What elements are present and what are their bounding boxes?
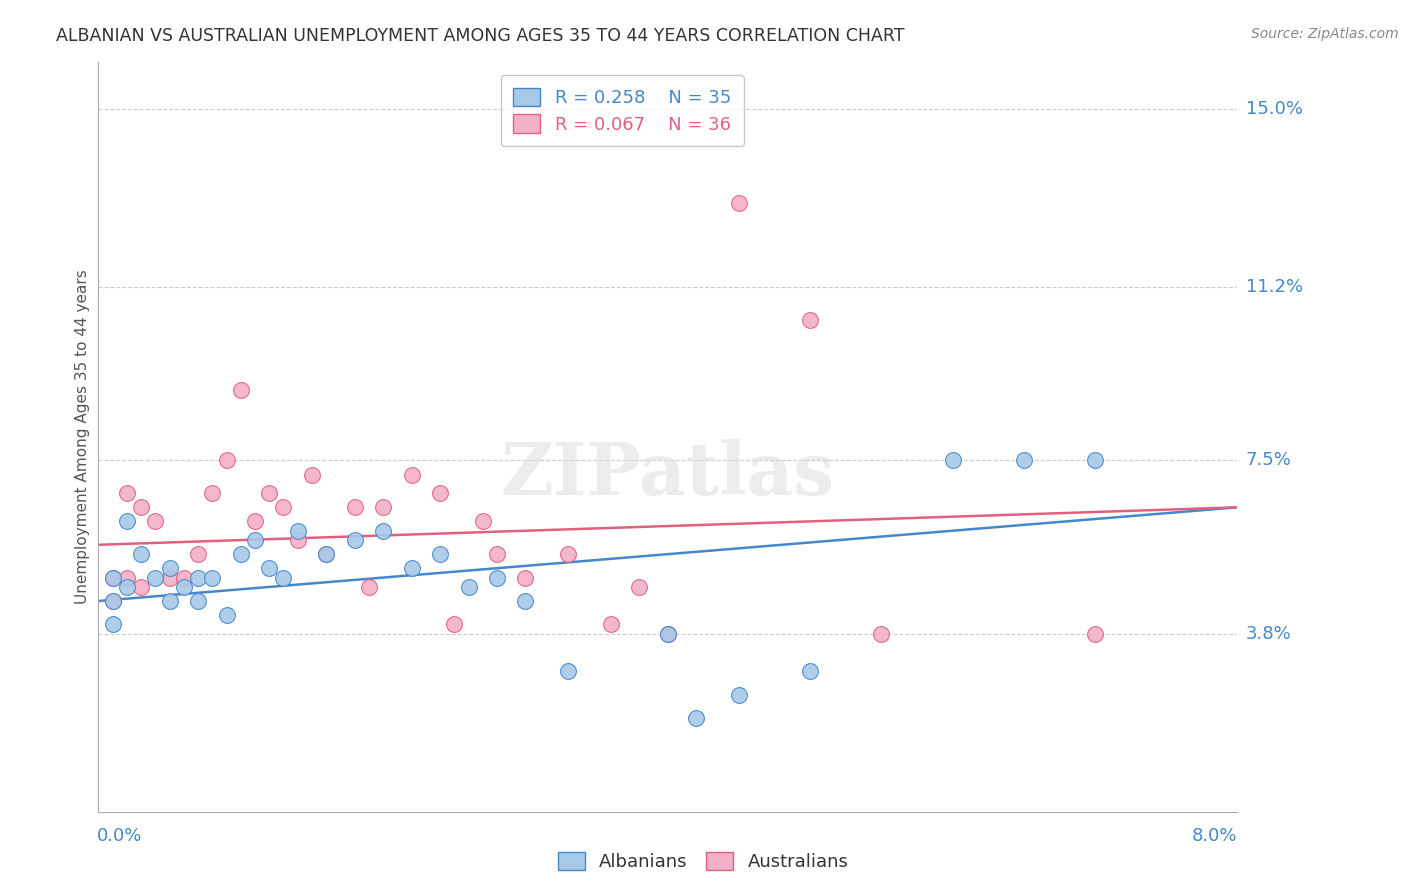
- Point: [1012, 453, 1035, 467]
- Point: [1084, 453, 1107, 467]
- Point: [101, 594, 124, 608]
- Point: [870, 626, 893, 640]
- Point: [101, 594, 124, 608]
- Point: [287, 524, 309, 538]
- Point: [101, 571, 124, 585]
- Point: [243, 533, 266, 547]
- Point: [215, 608, 238, 623]
- Text: 11.2%: 11.2%: [1246, 278, 1303, 296]
- Point: [129, 547, 152, 561]
- Point: [243, 514, 266, 528]
- Text: Source: ZipAtlas.com: Source: ZipAtlas.com: [1251, 27, 1399, 41]
- Point: [115, 486, 138, 500]
- Point: [685, 711, 707, 725]
- Text: 15.0%: 15.0%: [1246, 100, 1302, 119]
- Point: [259, 486, 281, 500]
- Point: [486, 547, 509, 561]
- Point: [401, 467, 423, 482]
- Point: [515, 571, 537, 585]
- Point: [343, 500, 366, 515]
- Point: [273, 571, 295, 585]
- Point: [159, 571, 181, 585]
- Text: ALBANIAN VS AUSTRALIAN UNEMPLOYMENT AMONG AGES 35 TO 44 YEARS CORRELATION CHART: ALBANIAN VS AUSTRALIAN UNEMPLOYMENT AMON…: [56, 27, 904, 45]
- Point: [273, 500, 295, 515]
- Point: [173, 580, 195, 594]
- Point: [443, 617, 465, 632]
- Y-axis label: Unemployment Among Ages 35 to 44 years: Unemployment Among Ages 35 to 44 years: [75, 269, 90, 605]
- Point: [159, 561, 181, 575]
- Point: [557, 664, 579, 679]
- Point: [145, 514, 167, 528]
- Text: 7.5%: 7.5%: [1246, 451, 1292, 469]
- Point: [371, 500, 394, 515]
- Point: [215, 453, 238, 467]
- Point: [229, 547, 252, 561]
- Point: [515, 594, 537, 608]
- Point: [799, 313, 821, 327]
- Point: [259, 561, 281, 575]
- Point: [429, 486, 451, 500]
- Point: [129, 580, 152, 594]
- Point: [557, 547, 579, 561]
- Point: [301, 467, 323, 482]
- Point: [187, 571, 209, 585]
- Legend: Albanians, Australians: Albanians, Australians: [551, 845, 855, 879]
- Legend: R = 0.258    N = 35, R = 0.067    N = 36: R = 0.258 N = 35, R = 0.067 N = 36: [501, 75, 744, 146]
- Point: [371, 524, 394, 538]
- Point: [201, 571, 224, 585]
- Point: [799, 664, 821, 679]
- Point: [600, 617, 623, 632]
- Point: [657, 626, 679, 640]
- Point: [315, 547, 337, 561]
- Point: [728, 688, 751, 702]
- Text: 3.8%: 3.8%: [1246, 624, 1291, 643]
- Point: [343, 533, 366, 547]
- Point: [429, 547, 451, 561]
- Point: [145, 571, 167, 585]
- Point: [129, 500, 152, 515]
- Point: [115, 514, 138, 528]
- Point: [115, 580, 138, 594]
- Point: [201, 486, 224, 500]
- Point: [357, 580, 380, 594]
- Point: [1084, 626, 1107, 640]
- Text: 0.0%: 0.0%: [97, 827, 142, 845]
- Point: [401, 561, 423, 575]
- Point: [287, 533, 309, 547]
- Point: [159, 594, 181, 608]
- Point: [187, 594, 209, 608]
- Point: [101, 571, 124, 585]
- Point: [471, 514, 494, 528]
- Point: [457, 580, 479, 594]
- Point: [315, 547, 337, 561]
- Point: [628, 580, 651, 594]
- Point: [728, 195, 751, 210]
- Text: ZIPatlas: ZIPatlas: [501, 439, 835, 510]
- Point: [486, 571, 509, 585]
- Text: 8.0%: 8.0%: [1192, 827, 1237, 845]
- Point: [173, 571, 195, 585]
- Point: [229, 384, 252, 398]
- Point: [657, 626, 679, 640]
- Point: [187, 547, 209, 561]
- Point: [115, 571, 138, 585]
- Point: [942, 453, 965, 467]
- Point: [101, 617, 124, 632]
